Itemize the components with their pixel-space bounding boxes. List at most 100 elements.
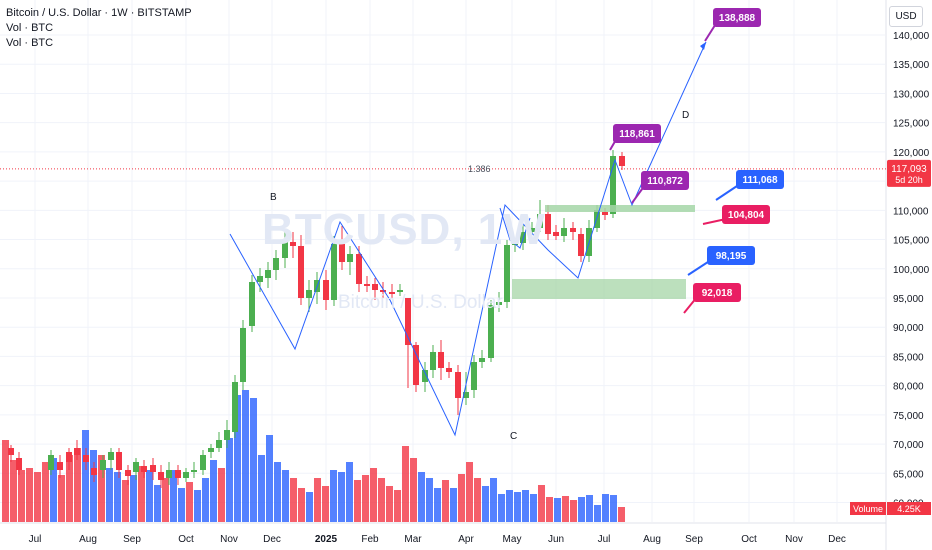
candle-body [545,214,551,234]
volume-tag-value-bg[interactable] [887,502,931,515]
volume-bar [306,492,313,522]
time-tick-label: 2025 [315,534,338,545]
price-callout-label[interactable]: 138,888 [719,13,756,24]
candle-body [216,440,222,448]
volume-bar [522,490,529,522]
candle-body [397,290,403,292]
candle-body [150,465,156,472]
candle-body [339,244,345,262]
volume-bar [602,494,609,522]
candle-body [57,462,63,470]
candle-body [504,245,510,302]
price-tick-label: 90,000 [893,323,924,334]
volume-bar [530,494,537,522]
candle-body [331,244,337,300]
time-tick-label: Nov [785,534,803,545]
supply-zone-upper[interactable] [545,205,695,212]
candle-body [200,455,206,470]
price-tick-label: 80,000 [893,382,924,393]
candle-body [208,448,214,452]
time-tick-label: Feb [361,534,379,545]
price-tick-label: 65,000 [893,469,924,480]
candle-body [561,228,567,236]
volume-bar [490,478,497,522]
demand-zone-lower[interactable] [512,279,686,299]
price-callout-box[interactable] [613,124,661,143]
volume-bar [314,478,321,522]
volume-bar [498,494,505,522]
volume-bar [106,468,113,522]
candle-body [273,258,279,270]
volume-bar [50,458,57,522]
volume-bar [66,455,73,522]
candle-body [91,468,97,475]
volume-bar [202,478,209,522]
volume-bar [194,490,201,522]
price-callout-label[interactable]: 104,804 [728,210,765,221]
time-tick-label: Jul [598,534,611,545]
volume-legend-1[interactable]: Vol · BTC [6,22,54,34]
price-callout-label[interactable]: 118,861 [619,129,655,140]
candle-body [610,156,616,214]
price-tick-label: 75,000 [893,411,924,422]
volume-bar [42,462,49,522]
candle-body [602,212,608,215]
price-tick-label: 105,000 [893,236,930,247]
currency-unit-button[interactable]: USD [889,6,923,27]
time-tick-label: Jul [29,534,42,545]
volume-bar [34,472,41,522]
candle-body [405,298,411,345]
price-callout-label[interactable]: 98,195 [716,251,747,262]
volume-bar [282,470,289,522]
candle-body [463,392,469,398]
volume-bar [586,495,593,522]
volume-bar [338,472,345,522]
target-arrowhead [700,42,706,50]
time-tick-label: Oct [178,534,194,545]
volume-legend-2[interactable]: Vol · BTC [6,37,54,49]
volume-bar [482,486,489,522]
time-tick-label: Apr [458,534,474,545]
pattern-line[interactable] [229,41,707,437]
volume-bar [618,507,625,522]
volume-bar [90,450,97,522]
candle-body [257,276,263,282]
candle-body [446,368,452,372]
candle-body [430,352,436,370]
candle-body [265,270,271,278]
price-tick-label: 110,000 [893,206,929,217]
chart-legend: Bitcoin / U.S. Dollar · 1W · BITSTAMP Vo… [6,6,192,51]
volume-bar [170,470,177,522]
candle-body [224,430,230,440]
volume-bar [386,486,393,522]
volume-bar [26,468,33,522]
pattern-label-c: C [510,431,517,442]
price-callout-label[interactable]: 92,018 [702,288,733,299]
candle-body [298,246,304,298]
volume-bar [162,478,169,522]
price-callout-box[interactable] [693,283,741,302]
volume-bar [82,430,89,522]
current-price-tag[interactable] [887,159,931,187]
volume-tag-name-bg[interactable] [850,502,886,515]
price-callout-box[interactable] [707,246,755,265]
price-callout-label[interactable]: 110,872 [647,176,683,187]
price-callout-box[interactable] [641,171,689,190]
symbol-title[interactable]: Bitcoin / U.S. Dollar · 1W · BITSTAMP [6,7,192,19]
candle-body [471,362,477,390]
volume-bar [58,475,65,522]
price-tick-label: 130,000 [893,89,930,100]
pattern-line[interactable] [499,207,531,249]
price-callout-box[interactable] [713,8,761,27]
volume-bar [258,455,265,522]
candle-body [240,328,246,382]
volume-bar [10,460,17,522]
price-callout-label[interactable]: 111,068 [742,175,777,186]
price-callout-box[interactable] [736,170,784,189]
candle-body [537,214,543,228]
volume-bar [410,458,417,522]
price-callout-box[interactable] [722,205,770,224]
volume-bar [450,488,457,522]
time-tick-label: May [503,534,522,545]
